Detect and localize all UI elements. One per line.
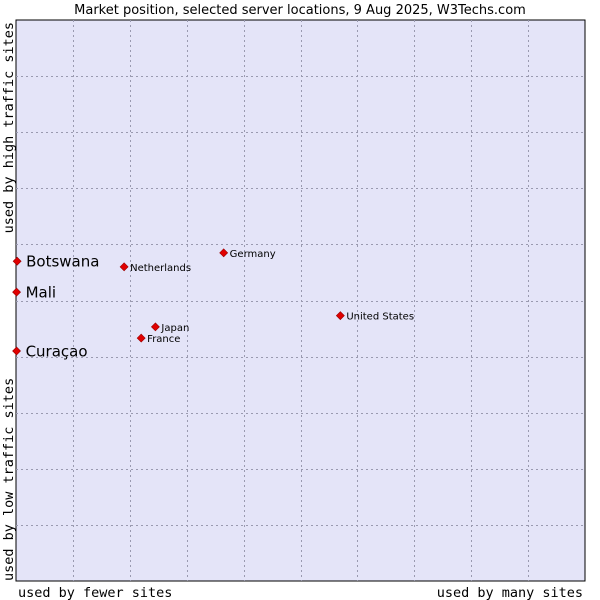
point-label-netherlands: Netherlands (130, 263, 191, 274)
plot-area (15, 19, 586, 582)
point-marker-france (136, 333, 146, 343)
point-label-germany: Germany (230, 249, 276, 260)
point-label-united-states: United States (346, 312, 414, 323)
point-marker-germany (219, 248, 229, 258)
point-label-curacao: Curaçao (26, 342, 88, 360)
point-label-botswana: Botswana (26, 253, 99, 271)
point-marker-japan (150, 322, 160, 332)
point-label-japan: Japan (160, 323, 189, 334)
point-marker-united-states (335, 311, 345, 321)
x-axis-label-left: used by fewer sites (18, 585, 172, 600)
y-axis-label-bottom: used by low traffic sites (1, 378, 17, 581)
point-marker-curacao (12, 346, 21, 356)
y-axis-label-top: used by high traffic sites (1, 22, 17, 233)
grid-lines (16, 20, 585, 581)
x-axis-label-right: used by many sites (437, 585, 583, 600)
point-marker-mali (12, 287, 21, 297)
chart-title: Market position, selected server locatio… (74, 3, 526, 18)
data-points: Botswana Mali Curaçao Netherlands Germany Jap… (12, 248, 414, 360)
point-label-mali: Mali (26, 284, 56, 302)
point-marker-botswana (12, 256, 22, 266)
point-marker-netherlands (119, 262, 129, 272)
point-label-france: France (147, 334, 180, 345)
